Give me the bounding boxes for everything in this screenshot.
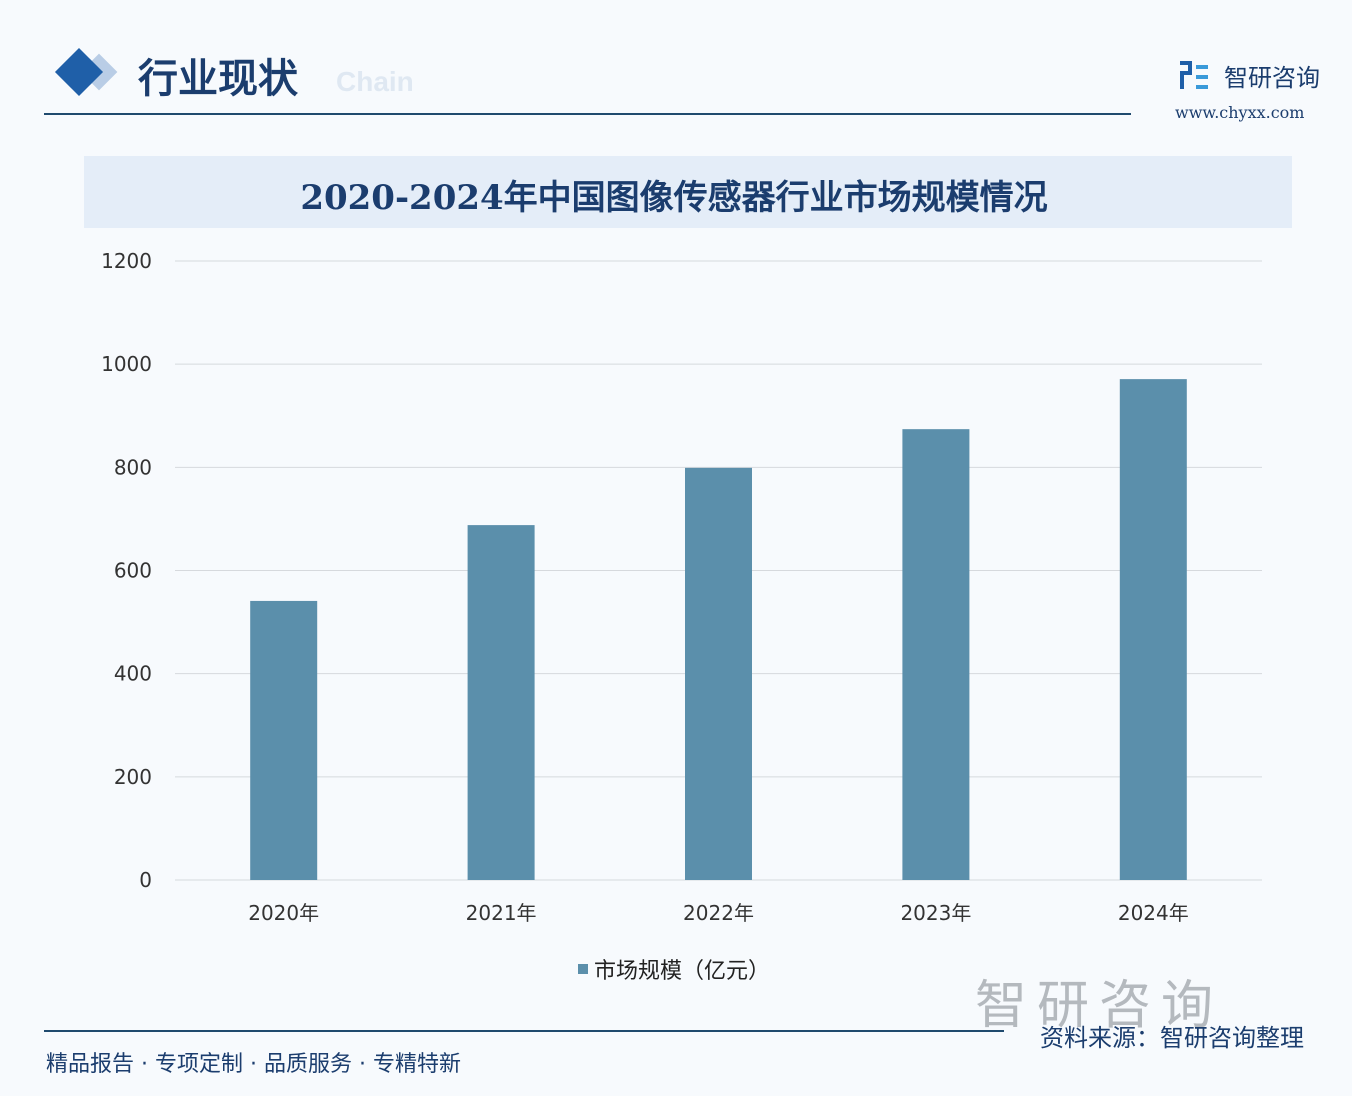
- footer-logo: 智研咨询: [975, 976, 1224, 1036]
- brand-logo-icon: [1180, 61, 1208, 89]
- x-tick-label: 2022年: [683, 901, 754, 925]
- chart-title: 2020-2024年中国图像传感器行业市场规模情况: [300, 178, 1048, 218]
- bar: [685, 467, 752, 880]
- y-tick-label: 400: [114, 662, 152, 686]
- legend-swatch: [578, 964, 588, 974]
- data-source: 资料来源：智研咨询整理: [1040, 1024, 1304, 1052]
- title-band: [84, 156, 1292, 228]
- y-tick-label: 1000: [101, 352, 152, 376]
- x-tick-label: 2021年: [466, 901, 537, 925]
- legend: 市场规模（亿元）: [578, 953, 770, 985]
- bar: [467, 525, 535, 880]
- y-tick-label: 200: [114, 765, 152, 789]
- y-tick-label: 0: [139, 868, 152, 892]
- bar: [1119, 379, 1187, 880]
- section-title: 行业现状: [138, 56, 298, 102]
- footer-divider: [44, 1030, 1004, 1032]
- y-tick-label: 1200: [101, 249, 152, 273]
- x-tick-label: 2024年: [1118, 901, 1189, 925]
- bar: [250, 600, 318, 880]
- x-tick-label: 2020年: [248, 901, 319, 925]
- brand-name: 智研咨询: [1224, 64, 1320, 92]
- header-divider: [44, 113, 1131, 115]
- footer-slogan: 精品报告 · 专项定制 · 品质服务 · 专精特新: [46, 1052, 461, 1077]
- bar: [902, 429, 970, 880]
- y-tick-label: 600: [114, 559, 152, 583]
- section-subtitle: Chain: [336, 66, 414, 97]
- legend-label: 市场规模（亿元）: [594, 959, 771, 984]
- x-tick-label: 2023年: [900, 901, 971, 925]
- y-tick-label: 800: [114, 455, 152, 479]
- brand-url: www.chyxx.com: [1175, 103, 1305, 122]
